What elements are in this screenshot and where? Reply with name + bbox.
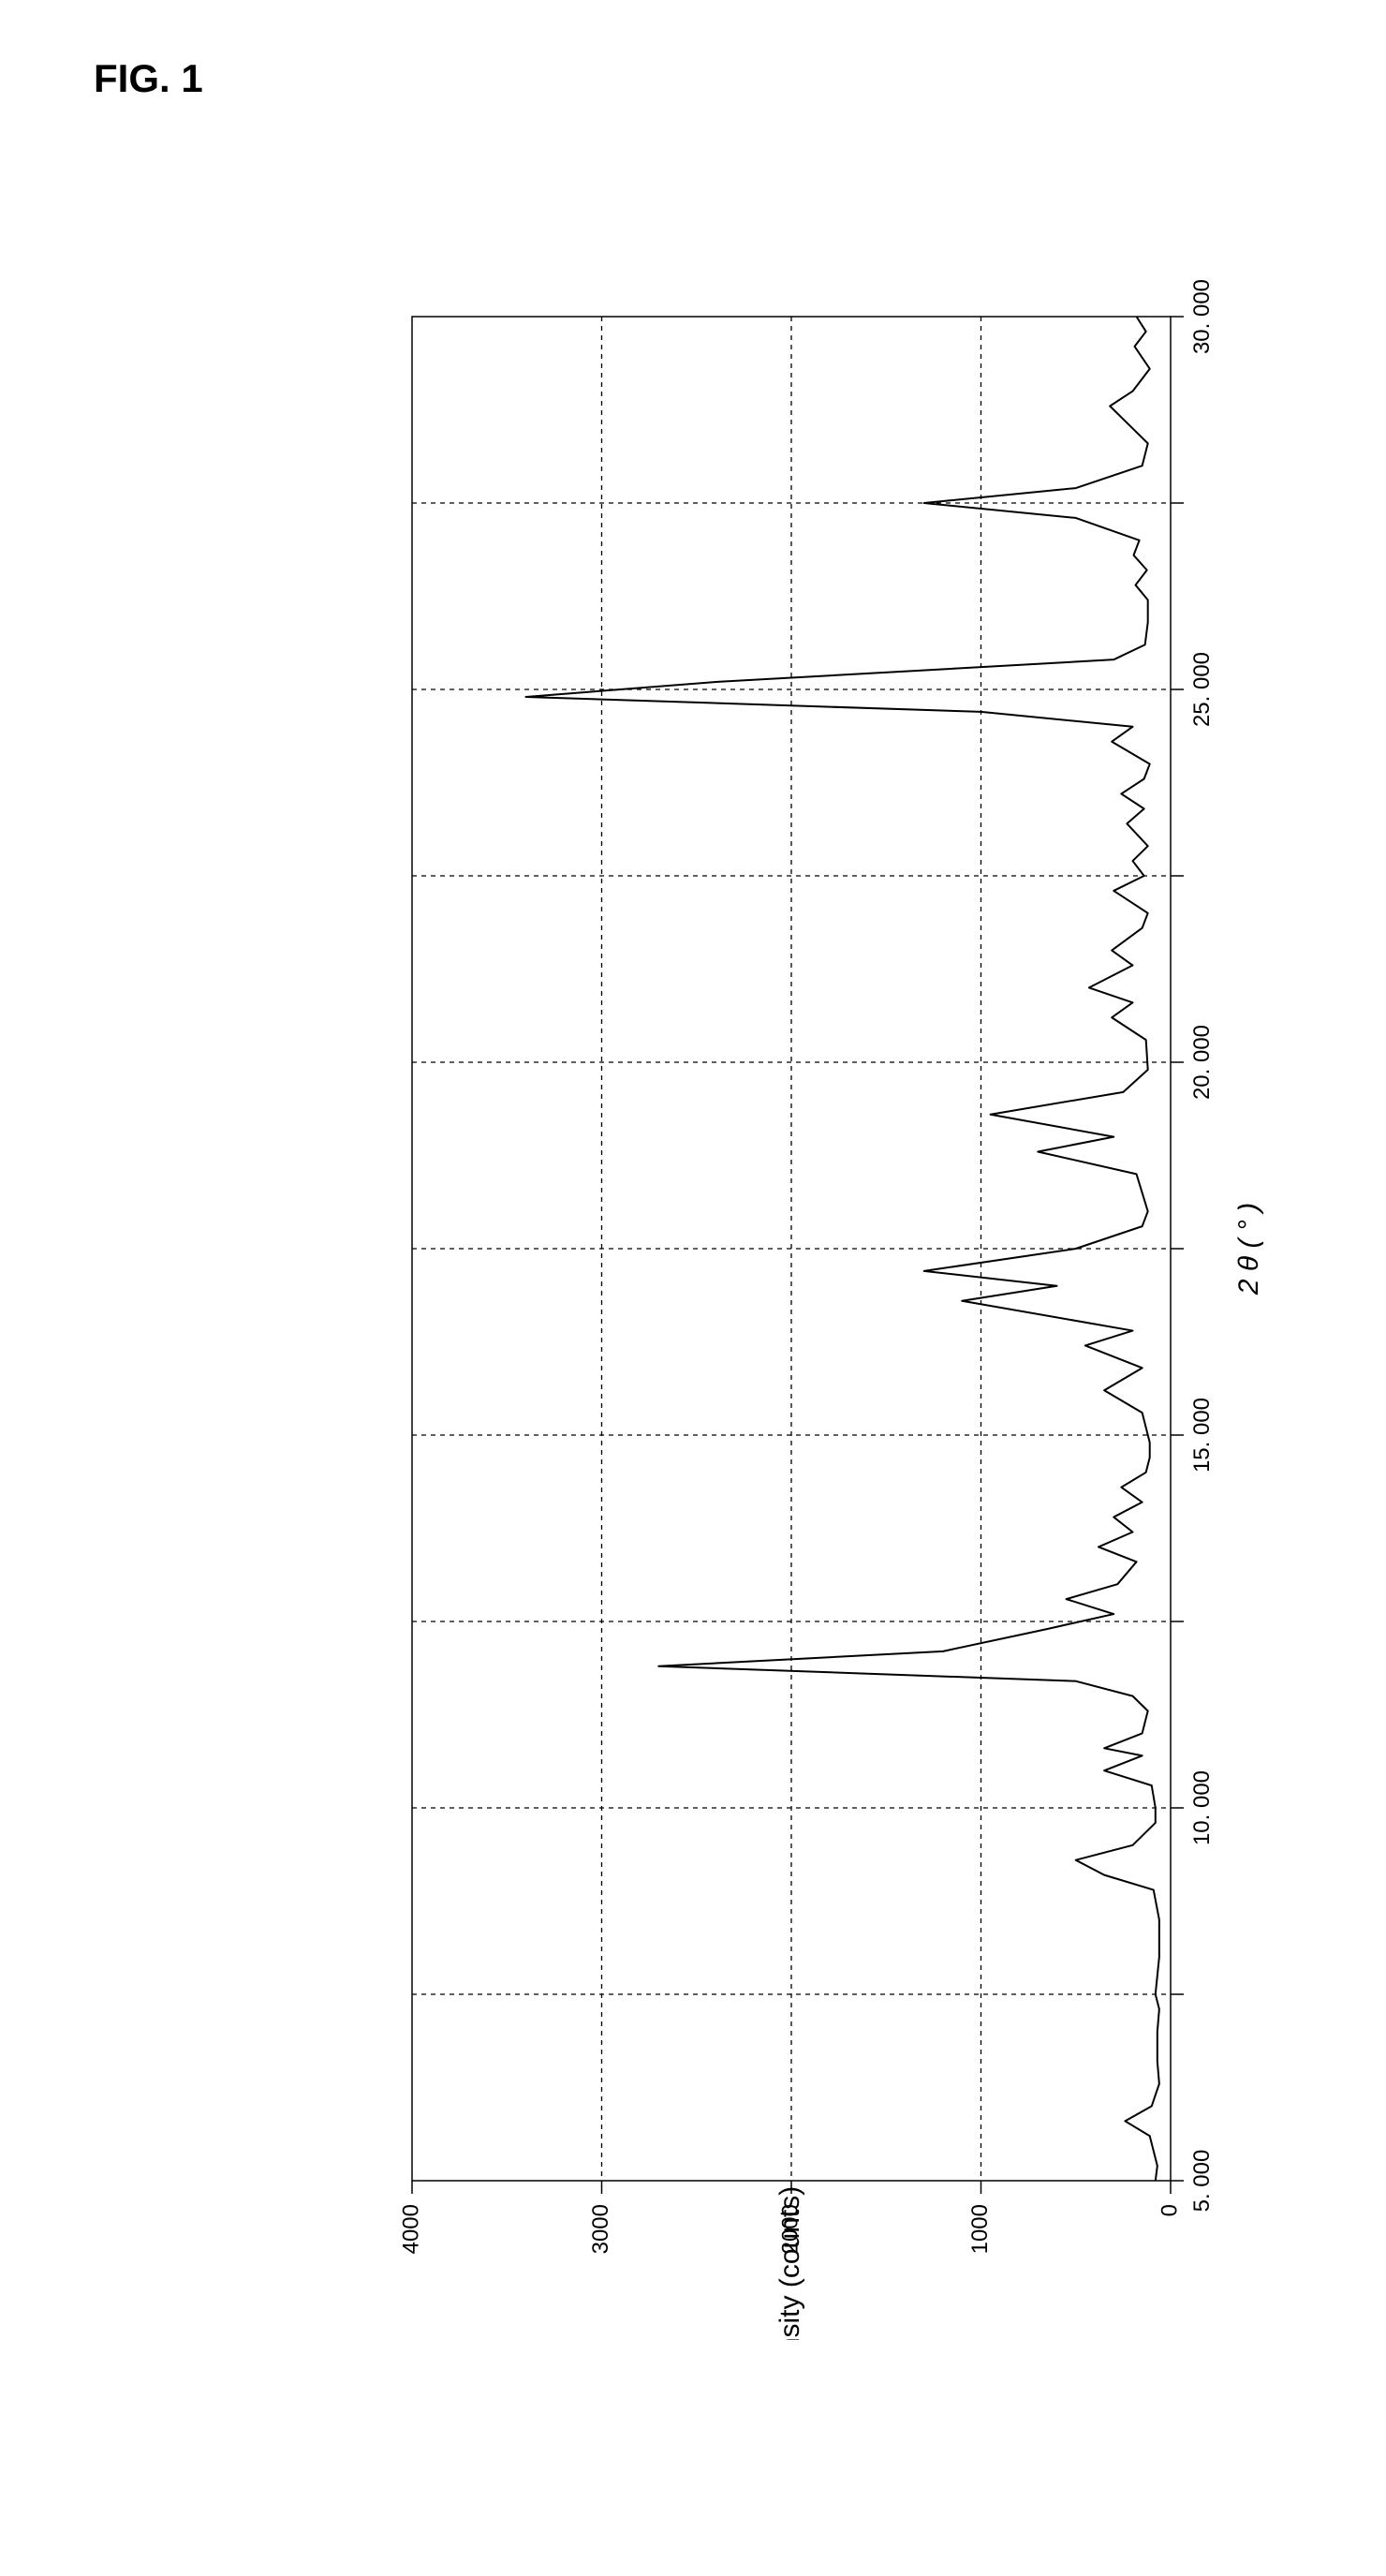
svg-text:5. 000: 5. 000 [1189,2150,1215,2213]
svg-text:Intensity (counts): Intensity (counts) [774,2186,805,2340]
svg-text:15. 000: 15. 000 [1189,1398,1215,1473]
xrd-chart-wrapper: 010002000300040005. 00010. 00015. 00020.… [112,232,1274,2340]
svg-text:3000: 3000 [588,2204,613,2254]
svg-text:20. 000: 20. 000 [1189,1025,1215,1100]
svg-text:1000: 1000 [967,2204,993,2254]
svg-text:0: 0 [1157,2204,1182,2216]
svg-text:30. 000: 30. 000 [1189,279,1215,354]
svg-text:4000: 4000 [398,2204,423,2254]
figure-label: FIG. 1 [94,56,1311,101]
svg-text:2 θ ( ° ): 2 θ ( ° ) [1233,1203,1264,1295]
xrd-line-chart: 010002000300040005. 00010. 00015. 00020.… [112,232,1274,2340]
svg-text:10. 000: 10. 000 [1189,1770,1215,1845]
svg-text:25. 000: 25. 000 [1189,652,1215,727]
